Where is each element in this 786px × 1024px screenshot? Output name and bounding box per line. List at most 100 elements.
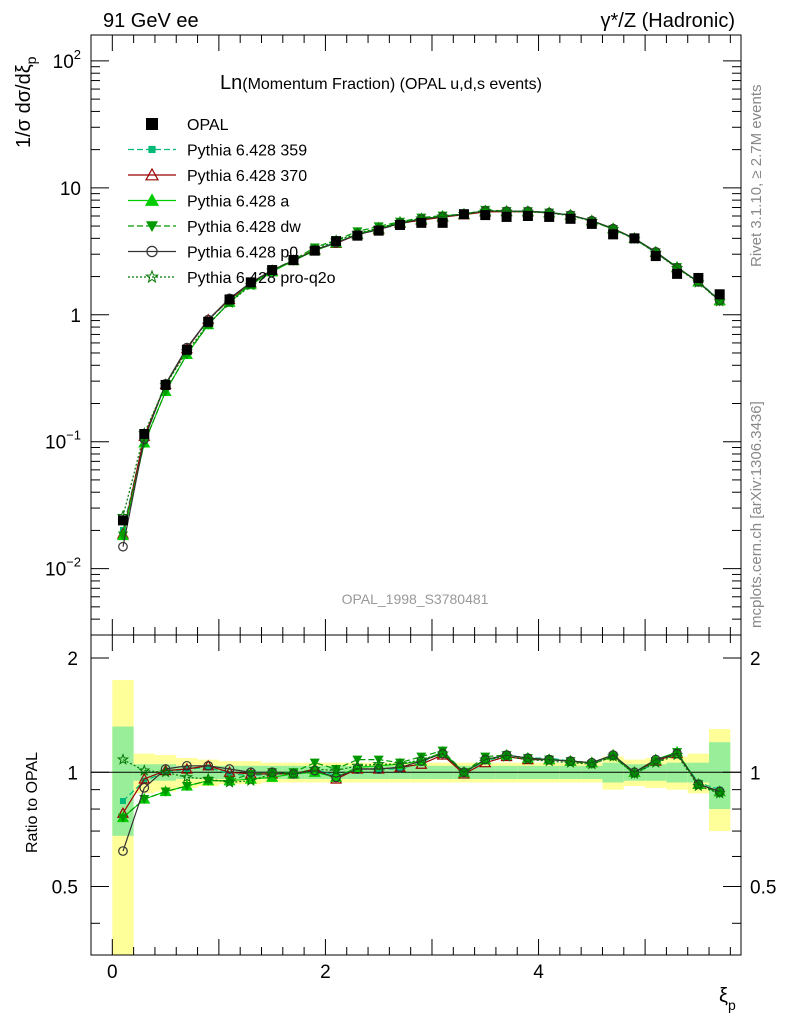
ratio-series-point (159, 765, 172, 778)
ratio-series-point (649, 756, 662, 768)
ratio-series-point (650, 754, 661, 765)
ratio-series-point (352, 764, 363, 774)
opal-data-point (117, 515, 128, 526)
ratio-y-tick-label-right: 0.5 (750, 878, 776, 899)
rivet-version-label: Rivet 3.1.10, ≥ 2.7M events (748, 85, 765, 268)
ratio-series-point (607, 750, 620, 762)
legend-marker (144, 193, 160, 206)
legend-marker (146, 221, 158, 232)
opal-data-point (352, 230, 363, 241)
ratio-series-point (139, 782, 150, 793)
mc-series-point (118, 541, 128, 552)
ratio-series-point (118, 846, 128, 856)
main-y-tick-label: 1 (70, 306, 81, 327)
legend-marker (144, 269, 160, 284)
ratio-series-point (372, 757, 385, 770)
opal-data-point (267, 265, 278, 276)
ratio-series-point (116, 753, 130, 765)
legend-label: Pythia 6.428 a (187, 194, 289, 211)
legend-marker (148, 145, 156, 154)
ratio-series-point (397, 766, 404, 773)
mc-series-line (122, 210, 721, 517)
legend-label: Pythia 6.428 370 (187, 168, 307, 185)
opal-data-point (714, 289, 725, 300)
ratio-series-point (202, 772, 215, 785)
ratio-series-line (122, 751, 720, 802)
opal-data-point (437, 217, 448, 228)
ratio-series-point (244, 774, 257, 786)
ratio-series-point (287, 767, 300, 780)
ratio-y-axis-label: Ratio to OPAL (24, 752, 41, 853)
opal-data-point (416, 217, 427, 228)
ratio-series-point (224, 764, 235, 774)
ratio-stat-uncertainty-band (709, 742, 731, 810)
main-y-tick-label: 102 (53, 47, 81, 73)
main-y-axis-label: 1/σ dσ/dξp (13, 56, 39, 148)
x-tick-label: 4 (533, 962, 544, 983)
main-plot-area (116, 204, 726, 552)
opal-data-point (480, 210, 491, 221)
ratio-series-point (119, 798, 126, 805)
header-process-label: γ*/Z (Hadronic) (601, 10, 735, 32)
opal-data-point (224, 294, 235, 305)
ratio-series-point (329, 764, 343, 776)
ratio-series-point (393, 757, 407, 770)
legend-marker (146, 118, 158, 130)
ratio-series-point (500, 750, 513, 762)
main-y-tick-label: 10−2 (45, 555, 81, 581)
plot-title-rest: (Momentum Fraction) (OPAL u,d,s events) (242, 76, 542, 93)
ratio-series-point (628, 767, 641, 780)
opal-data-point (373, 225, 384, 236)
ratio-series-point (160, 787, 171, 797)
ratio-series-point (415, 753, 428, 765)
ratio-y-tick-label: 0.5 (52, 878, 78, 899)
ratio-y-tick-label: 2 (67, 649, 78, 670)
opal-data-point (245, 277, 256, 288)
mc-series-point (713, 294, 726, 307)
opal-data-point (309, 245, 320, 256)
plot-title-main: Ln (220, 72, 242, 94)
main-y-tick-label: 10−1 (45, 428, 81, 454)
ratio-series-point (457, 765, 471, 778)
ratio-series-point (180, 770, 194, 783)
ratio-series-point (203, 760, 214, 771)
header-energy-label: 91 GeV ee (103, 10, 199, 32)
legend-marker (144, 167, 160, 181)
ratio-series-point (713, 786, 726, 799)
ratio-series-line (122, 752, 720, 794)
plot-watermark: OPAL_1998_S3780481 (342, 591, 489, 607)
opal-data-point (203, 316, 214, 327)
opal-data-point (139, 428, 150, 439)
legend-label: Pythia 6.428 359 (187, 143, 307, 160)
ratio-series-point (351, 759, 364, 772)
ratio-series-point (308, 762, 321, 775)
ratio-series-point (395, 762, 405, 773)
ratio-series-point (138, 764, 151, 776)
main-axis-ticks: 10−2 10−1 1 10 102 (45, 35, 741, 636)
ratio-series-point (160, 764, 171, 774)
ratio-series-point (205, 764, 212, 771)
ratio-series-point (182, 760, 192, 771)
ratio-plot-panel: 0 2 4 0.5 0.5 1 1 2 2 Ratio to OPAL ξp (24, 634, 776, 1013)
legend-label: Pythia 6.428 p0 (187, 245, 298, 262)
opal-data-point (331, 236, 342, 247)
ratio-series-line (122, 750, 720, 818)
ratio-series-point (692, 779, 705, 792)
opal-data-point (522, 210, 533, 221)
legend-label: Pythia 6.428 dw (187, 219, 301, 236)
ratio-plot-area (91, 680, 741, 955)
ratio-series-point (543, 754, 556, 767)
ratio-series-point (226, 770, 233, 777)
ratio-series-point (141, 777, 148, 784)
mcplots-reference-label: mcplots.cern.ch [arXiv:1306.3436] (748, 401, 765, 628)
legend-marker (146, 245, 158, 258)
ratio-series-point (139, 795, 150, 805)
opal-data-point (565, 213, 576, 224)
ratio-series-point (437, 746, 448, 756)
ratio-series-point (479, 753, 492, 765)
main-plot-panel: 10−2 10−1 1 10 102 OPAL_1998_S3780481 Ln(Mom… (13, 34, 742, 636)
ratio-series-point (585, 757, 598, 770)
opal-data-point (288, 255, 299, 266)
legend-label: Pythia 6.428 pro-q2o (187, 270, 336, 287)
